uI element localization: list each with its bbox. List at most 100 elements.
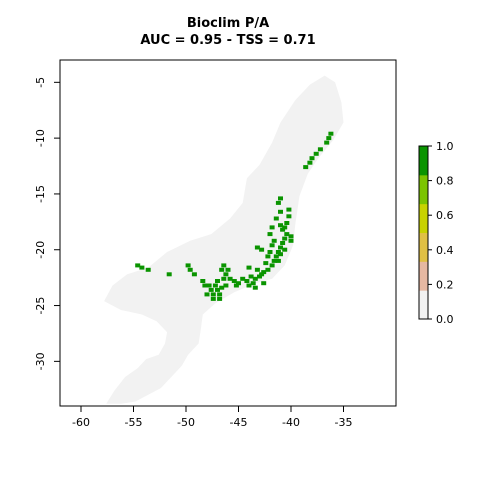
- presence-cell: [212, 283, 218, 288]
- presence-cell: [210, 292, 216, 297]
- y-tick-label: -20: [34, 241, 47, 259]
- legend-tick-label: 0.6: [436, 209, 454, 222]
- presence-cell: [204, 292, 210, 297]
- presence-cell: [223, 283, 229, 288]
- y-tick-label: -25: [34, 297, 47, 315]
- x-tick-label: -35: [335, 416, 353, 429]
- presence-cell: [265, 254, 271, 259]
- presence-cell: [231, 279, 237, 283]
- background-region: [104, 75, 344, 404]
- presence-cell: [265, 267, 271, 272]
- presence-cell: [324, 140, 330, 145]
- x-tick-label: -60: [72, 416, 90, 429]
- presence-cell: [273, 216, 279, 221]
- presence-cell: [225, 267, 231, 272]
- x-tick-label: -50: [177, 416, 195, 429]
- presence-cell: [215, 287, 220, 292]
- x-axis: -60 -55 -50 -45 -40 -35: [72, 405, 353, 429]
- presence-cell: [252, 276, 258, 281]
- presence-cell: [240, 276, 246, 281]
- presence-cell: [227, 276, 233, 281]
- presence-cell: [317, 147, 323, 152]
- presence-cell: [187, 267, 193, 272]
- presence-cell: [286, 207, 292, 212]
- presence-cell: [269, 225, 275, 230]
- presence-cell: [223, 272, 229, 277]
- presence-cell: [244, 279, 250, 283]
- presence-cell: [261, 281, 267, 286]
- presence-cell: [307, 160, 313, 165]
- y-axis: -5 -10 -15 -20 -25 -30: [34, 77, 61, 370]
- presence-cell: [259, 272, 265, 277]
- y-tick-label: -15: [34, 185, 47, 203]
- presence-cell: [259, 247, 265, 252]
- y-tick-label: -30: [34, 352, 47, 370]
- legend-color-band: [419, 146, 428, 176]
- presence-cell: [278, 223, 283, 228]
- presence-cell: [219, 285, 225, 290]
- legend-color-band: [419, 174, 428, 205]
- chart-title: Bioclim P/A: [187, 16, 269, 31]
- presence-cell: [269, 263, 275, 268]
- presence-cell: [278, 245, 283, 250]
- presence-cell: [303, 165, 309, 170]
- presence-cell: [309, 156, 315, 161]
- presence-cell: [236, 281, 241, 286]
- chart-subtitle: AUC = 0.95 - TSS = 0.71: [140, 33, 315, 48]
- presence-cell: [210, 296, 216, 301]
- presence-cell: [282, 236, 288, 241]
- presence-cell: [215, 279, 220, 283]
- presence-cell: [145, 267, 151, 272]
- presence-cell: [217, 292, 223, 297]
- presence-cell: [282, 247, 288, 252]
- presence-cell: [267, 232, 273, 237]
- legend-color-band: [419, 290, 428, 320]
- presence-cell: [288, 238, 294, 243]
- x-tick-label: -55: [125, 416, 143, 429]
- presence-cell: [257, 274, 262, 279]
- presence-cell: [261, 270, 267, 275]
- presence-cell: [166, 272, 172, 277]
- presence-cell: [280, 227, 286, 232]
- presence-cell: [284, 221, 290, 225]
- legend-tick-label: 0.2: [436, 278, 454, 291]
- presence-cell: [288, 234, 294, 239]
- presence-cell: [278, 252, 283, 257]
- presence-cell: [280, 241, 286, 245]
- presence-cell: [271, 258, 277, 263]
- presence-cell: [135, 263, 141, 268]
- legend-color-band: [419, 203, 428, 233]
- presence-cell: [273, 254, 279, 259]
- presence-cell: [217, 296, 223, 301]
- presence-cell: [254, 267, 260, 272]
- legend-color-band: [419, 261, 428, 291]
- presence-cell: [275, 250, 281, 254]
- presence-cell: [278, 196, 283, 201]
- presence-cell: [221, 276, 227, 281]
- presence-cell: [250, 281, 256, 286]
- presence-cell: [282, 225, 288, 230]
- color-legend: 0.0 0.2 0.4 0.6 0.8 1.0: [418, 140, 454, 326]
- presence-cell: [275, 258, 281, 263]
- presence-cell: [139, 265, 145, 270]
- legend-frame: [418, 145, 429, 320]
- y-tick-label: -10: [34, 129, 47, 147]
- presence-cell: [185, 263, 191, 268]
- presence-cell: [191, 272, 197, 277]
- legend-tick-label: 1.0: [436, 140, 454, 153]
- presence-cell: [278, 209, 283, 214]
- presence-cell: [221, 263, 227, 268]
- presence-cell: [275, 200, 281, 205]
- presence-cell: [254, 245, 260, 250]
- presence-cell: [208, 287, 214, 292]
- presence-cell: [206, 283, 212, 288]
- x-tick-label: -40: [282, 416, 300, 429]
- presence-cell: [233, 283, 239, 288]
- presence-cell: [271, 238, 277, 243]
- presence-cell: [313, 151, 319, 156]
- presence-cell: [246, 283, 252, 288]
- x-tick-label: -45: [230, 416, 248, 429]
- presence-cell: [200, 279, 206, 283]
- legend-tick-label: 0.4: [436, 244, 454, 257]
